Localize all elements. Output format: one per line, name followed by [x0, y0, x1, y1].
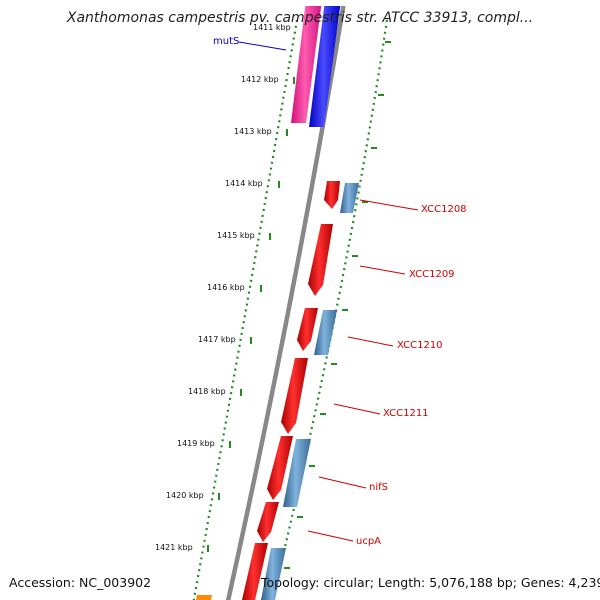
genome-stats-text: Topology: circular; Length: 5,076,188 bp… [261, 575, 600, 590]
cds-ucpA-reverse[interactable] [261, 548, 286, 600]
gene-label-mutS[interactable]: mutS [213, 36, 239, 47]
cds-nifS-forward[interactable] [267, 436, 293, 500]
gene-label-xcc1208[interactable]: XCC1208 [421, 204, 467, 215]
accession-text: Accession: NC_003902 [9, 575, 152, 590]
mutS-reverse-feature[interactable] [309, 0, 341, 127]
cds-nifS-reverse[interactable] [283, 439, 311, 507]
mutS-clip [290, 0, 350, 6]
cds-xcc1211[interactable] [281, 358, 308, 434]
cds-xcc1209[interactable] [308, 224, 333, 296]
cds-xcc1210-forward[interactable] [297, 308, 318, 351]
cds-xcc1208-forward[interactable] [324, 181, 340, 209]
mutS-label-line [238, 41, 287, 51]
gene-label-xcc1211[interactable]: XCC1211 [383, 408, 429, 419]
tick-label: 1418 kbp [188, 387, 226, 396]
tick-label: 1416 kbp [207, 283, 245, 292]
cds-forward-bottom[interactable] [242, 543, 268, 600]
tick-label: 1413 kbp [234, 127, 272, 136]
mutS-forward-feature[interactable] [291, 0, 322, 123]
gene-label-xcc1210[interactable]: XCC1210 [397, 340, 443, 351]
xcc1210-label-line [347, 336, 394, 347]
tick-label: 1421 kbp [155, 543, 193, 552]
xcc1208-label-line [359, 199, 419, 211]
gene-label-nifS[interactable]: nifS [369, 482, 388, 493]
cds-ucpA-forward[interactable] [257, 502, 279, 542]
tick-label: 1414 kbp [225, 179, 263, 188]
backbone-line [225, 0, 347, 600]
cds-xcc1208-reverse[interactable] [340, 183, 359, 213]
cds-xcc1210-reverse[interactable] [314, 310, 337, 355]
tick-label: 1420 kbp [166, 491, 204, 500]
tick-label: 1415 kbp [217, 231, 255, 240]
xcc1211-label-line [333, 403, 381, 415]
tick-label: 1417 kbp [198, 335, 236, 344]
inner-ruler-ticks [207, 77, 295, 552]
inner-ruler-dots [192, 19, 299, 600]
gene-label-xcc1209[interactable]: XCC1209 [409, 269, 455, 280]
tick-label: 1412 kbp [241, 75, 279, 84]
map-title: Xanthomonas campestris pv. campestris st… [66, 10, 534, 26]
ruler-tick-labels: 1411 kbp 1412 kbp 1413 kbp 1414 kbp 1415… [155, 23, 291, 552]
tick-label: 1419 kbp [177, 439, 215, 448]
nifS-label-line [318, 476, 367, 489]
xcc1209-label-line [359, 265, 406, 275]
orange-feature[interactable] [196, 595, 212, 600]
ucpA-label-line [307, 530, 354, 542]
gene-label-ucpA[interactable]: ucpA [356, 536, 381, 547]
tick-label: 1411 kbp [253, 23, 291, 32]
outer-ruler-ticks [284, 41, 391, 569]
